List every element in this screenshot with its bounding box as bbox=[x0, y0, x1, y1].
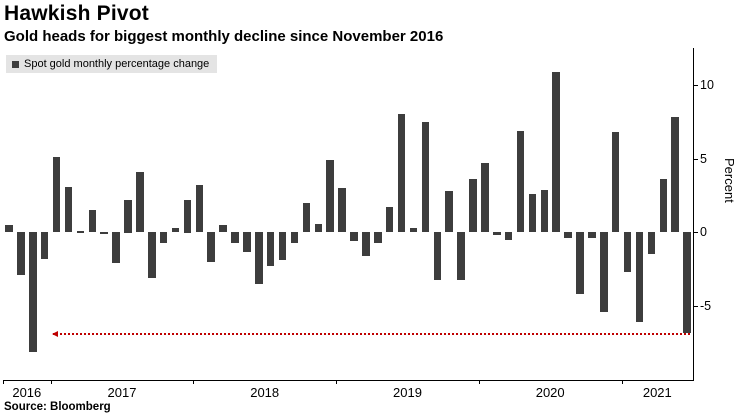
x-tick-label-2016: 2016 bbox=[12, 385, 42, 400]
bar-sep-2020 bbox=[576, 232, 584, 295]
bar-mar-2017 bbox=[76, 231, 85, 233]
bar-oct-2016 bbox=[17, 232, 25, 276]
bar-jun-2021 bbox=[683, 232, 691, 333]
x-tick-mark-2021 bbox=[621, 380, 623, 384]
bar-jan-2021 bbox=[623, 232, 632, 273]
bar-sep-2019 bbox=[433, 232, 441, 280]
y-axis-title: Percent bbox=[722, 158, 737, 268]
bar-apr-2018 bbox=[231, 232, 239, 243]
bar-may-2020 bbox=[528, 194, 537, 233]
bar-feb-2020 bbox=[493, 232, 501, 236]
bar-mar-2021 bbox=[647, 232, 656, 255]
bar-aug-2019 bbox=[421, 121, 430, 233]
bar-mar-2020 bbox=[504, 232, 513, 240]
bar-oct-2020 bbox=[588, 232, 596, 239]
bar-dec-2020 bbox=[611, 132, 620, 233]
y-tick-mark-0 bbox=[693, 232, 698, 234]
y-axis-title-text: Percent bbox=[722, 158, 737, 203]
legend-swatch-icon bbox=[12, 60, 19, 68]
bar-oct-2018 bbox=[302, 202, 311, 233]
source-note: Source: Bloomberg bbox=[4, 401, 111, 413]
bar-oct-2017 bbox=[159, 232, 168, 243]
x-axis-line bbox=[3, 380, 694, 381]
y-tick-label-0: 0 bbox=[700, 225, 707, 240]
x-tick-mark-2018 bbox=[193, 380, 195, 384]
bar-feb-2017 bbox=[64, 186, 73, 233]
bar-jul-2020 bbox=[552, 71, 560, 233]
y-tick-mark-10 bbox=[693, 84, 698, 86]
y-tick-label--5: -5 bbox=[700, 299, 712, 314]
y-tick-label-10: 10 bbox=[700, 77, 714, 92]
bar-nov-2016 bbox=[29, 232, 37, 352]
x-tick-label-2021: 2021 bbox=[642, 385, 672, 400]
bar-apr-2017 bbox=[88, 210, 96, 233]
x-tick-label-2019: 2019 bbox=[393, 385, 422, 400]
bar-may-2017 bbox=[100, 232, 108, 235]
bar-apr-2020 bbox=[516, 130, 525, 233]
bar-aug-2017 bbox=[136, 171, 144, 233]
y-axis-line bbox=[693, 48, 694, 380]
bar-dec-2019 bbox=[469, 179, 477, 233]
bar-feb-2021 bbox=[635, 232, 644, 323]
bar-mar-2019 bbox=[362, 232, 370, 256]
y-tick-label-5: 5 bbox=[700, 151, 707, 166]
x-tick-label-2018: 2018 bbox=[250, 385, 280, 400]
bar-apr-2021 bbox=[659, 179, 667, 233]
page-title: Hawkish Pivot bbox=[4, 2, 149, 25]
bar-sep-2016 bbox=[5, 225, 13, 233]
x-tick-mark-2016 bbox=[3, 380, 4, 384]
bar-jan-2019 bbox=[338, 188, 346, 233]
bar-may-2021 bbox=[671, 117, 679, 233]
legend-label: Spot gold monthly percentage change bbox=[24, 58, 210, 70]
bar-nov-2017 bbox=[171, 228, 180, 233]
x-tick-label-2020: 2020 bbox=[535, 385, 565, 400]
bar-jan-2017 bbox=[52, 157, 61, 233]
bar-jan-2018 bbox=[195, 185, 203, 233]
bar-jan-2020 bbox=[481, 163, 489, 233]
bar-may-2019 bbox=[385, 207, 394, 233]
bar-jun-2018 bbox=[255, 232, 263, 284]
legend: Spot gold monthly percentage change bbox=[6, 55, 218, 73]
x-tick-label-2017: 2017 bbox=[107, 385, 137, 400]
bar-oct-2019 bbox=[445, 191, 453, 233]
bar-feb-2019 bbox=[350, 232, 358, 242]
annotation-arrow-line bbox=[51, 330, 690, 337]
bar-mar-2018 bbox=[219, 225, 227, 233]
bar-jul-2019 bbox=[409, 228, 418, 233]
bar-sep-2017 bbox=[148, 232, 156, 279]
plot-area: 10 5 0 -5 2016 2017 2018 2019 2020 2021 Spot gol… bbox=[3, 48, 714, 400]
bar-apr-2019 bbox=[374, 232, 382, 243]
bar-jun-2017 bbox=[112, 232, 120, 264]
y-tick-mark-5 bbox=[693, 158, 698, 160]
bar-jul-2017 bbox=[124, 200, 132, 233]
bar-nov-2018 bbox=[314, 223, 322, 233]
bar-dec-2017 bbox=[183, 200, 192, 233]
bar-sep-2018 bbox=[290, 232, 299, 243]
x-tick-mark-2020 bbox=[478, 380, 480, 384]
bar-aug-2020 bbox=[564, 232, 572, 239]
bar-jul-2018 bbox=[266, 232, 275, 267]
bar-nov-2019 bbox=[457, 232, 465, 280]
bar-feb-2018 bbox=[207, 232, 215, 262]
chart-subtitle: Gold heads for biggest monthly decline s… bbox=[4, 28, 444, 45]
y-tick-mark--5 bbox=[693, 306, 698, 308]
annotation-arrowhead-icon bbox=[51, 330, 58, 337]
bar-dec-2016 bbox=[40, 232, 49, 259]
x-tick-mark-2017 bbox=[50, 380, 52, 384]
bar-aug-2018 bbox=[278, 232, 287, 261]
bar-may-2018 bbox=[243, 232, 251, 252]
bar-dec-2018 bbox=[326, 160, 334, 233]
bar-nov-2020 bbox=[600, 232, 608, 313]
bar-jun-2020 bbox=[540, 189, 548, 233]
bar-jun-2019 bbox=[397, 114, 406, 233]
x-tick-mark-2019 bbox=[336, 380, 338, 384]
